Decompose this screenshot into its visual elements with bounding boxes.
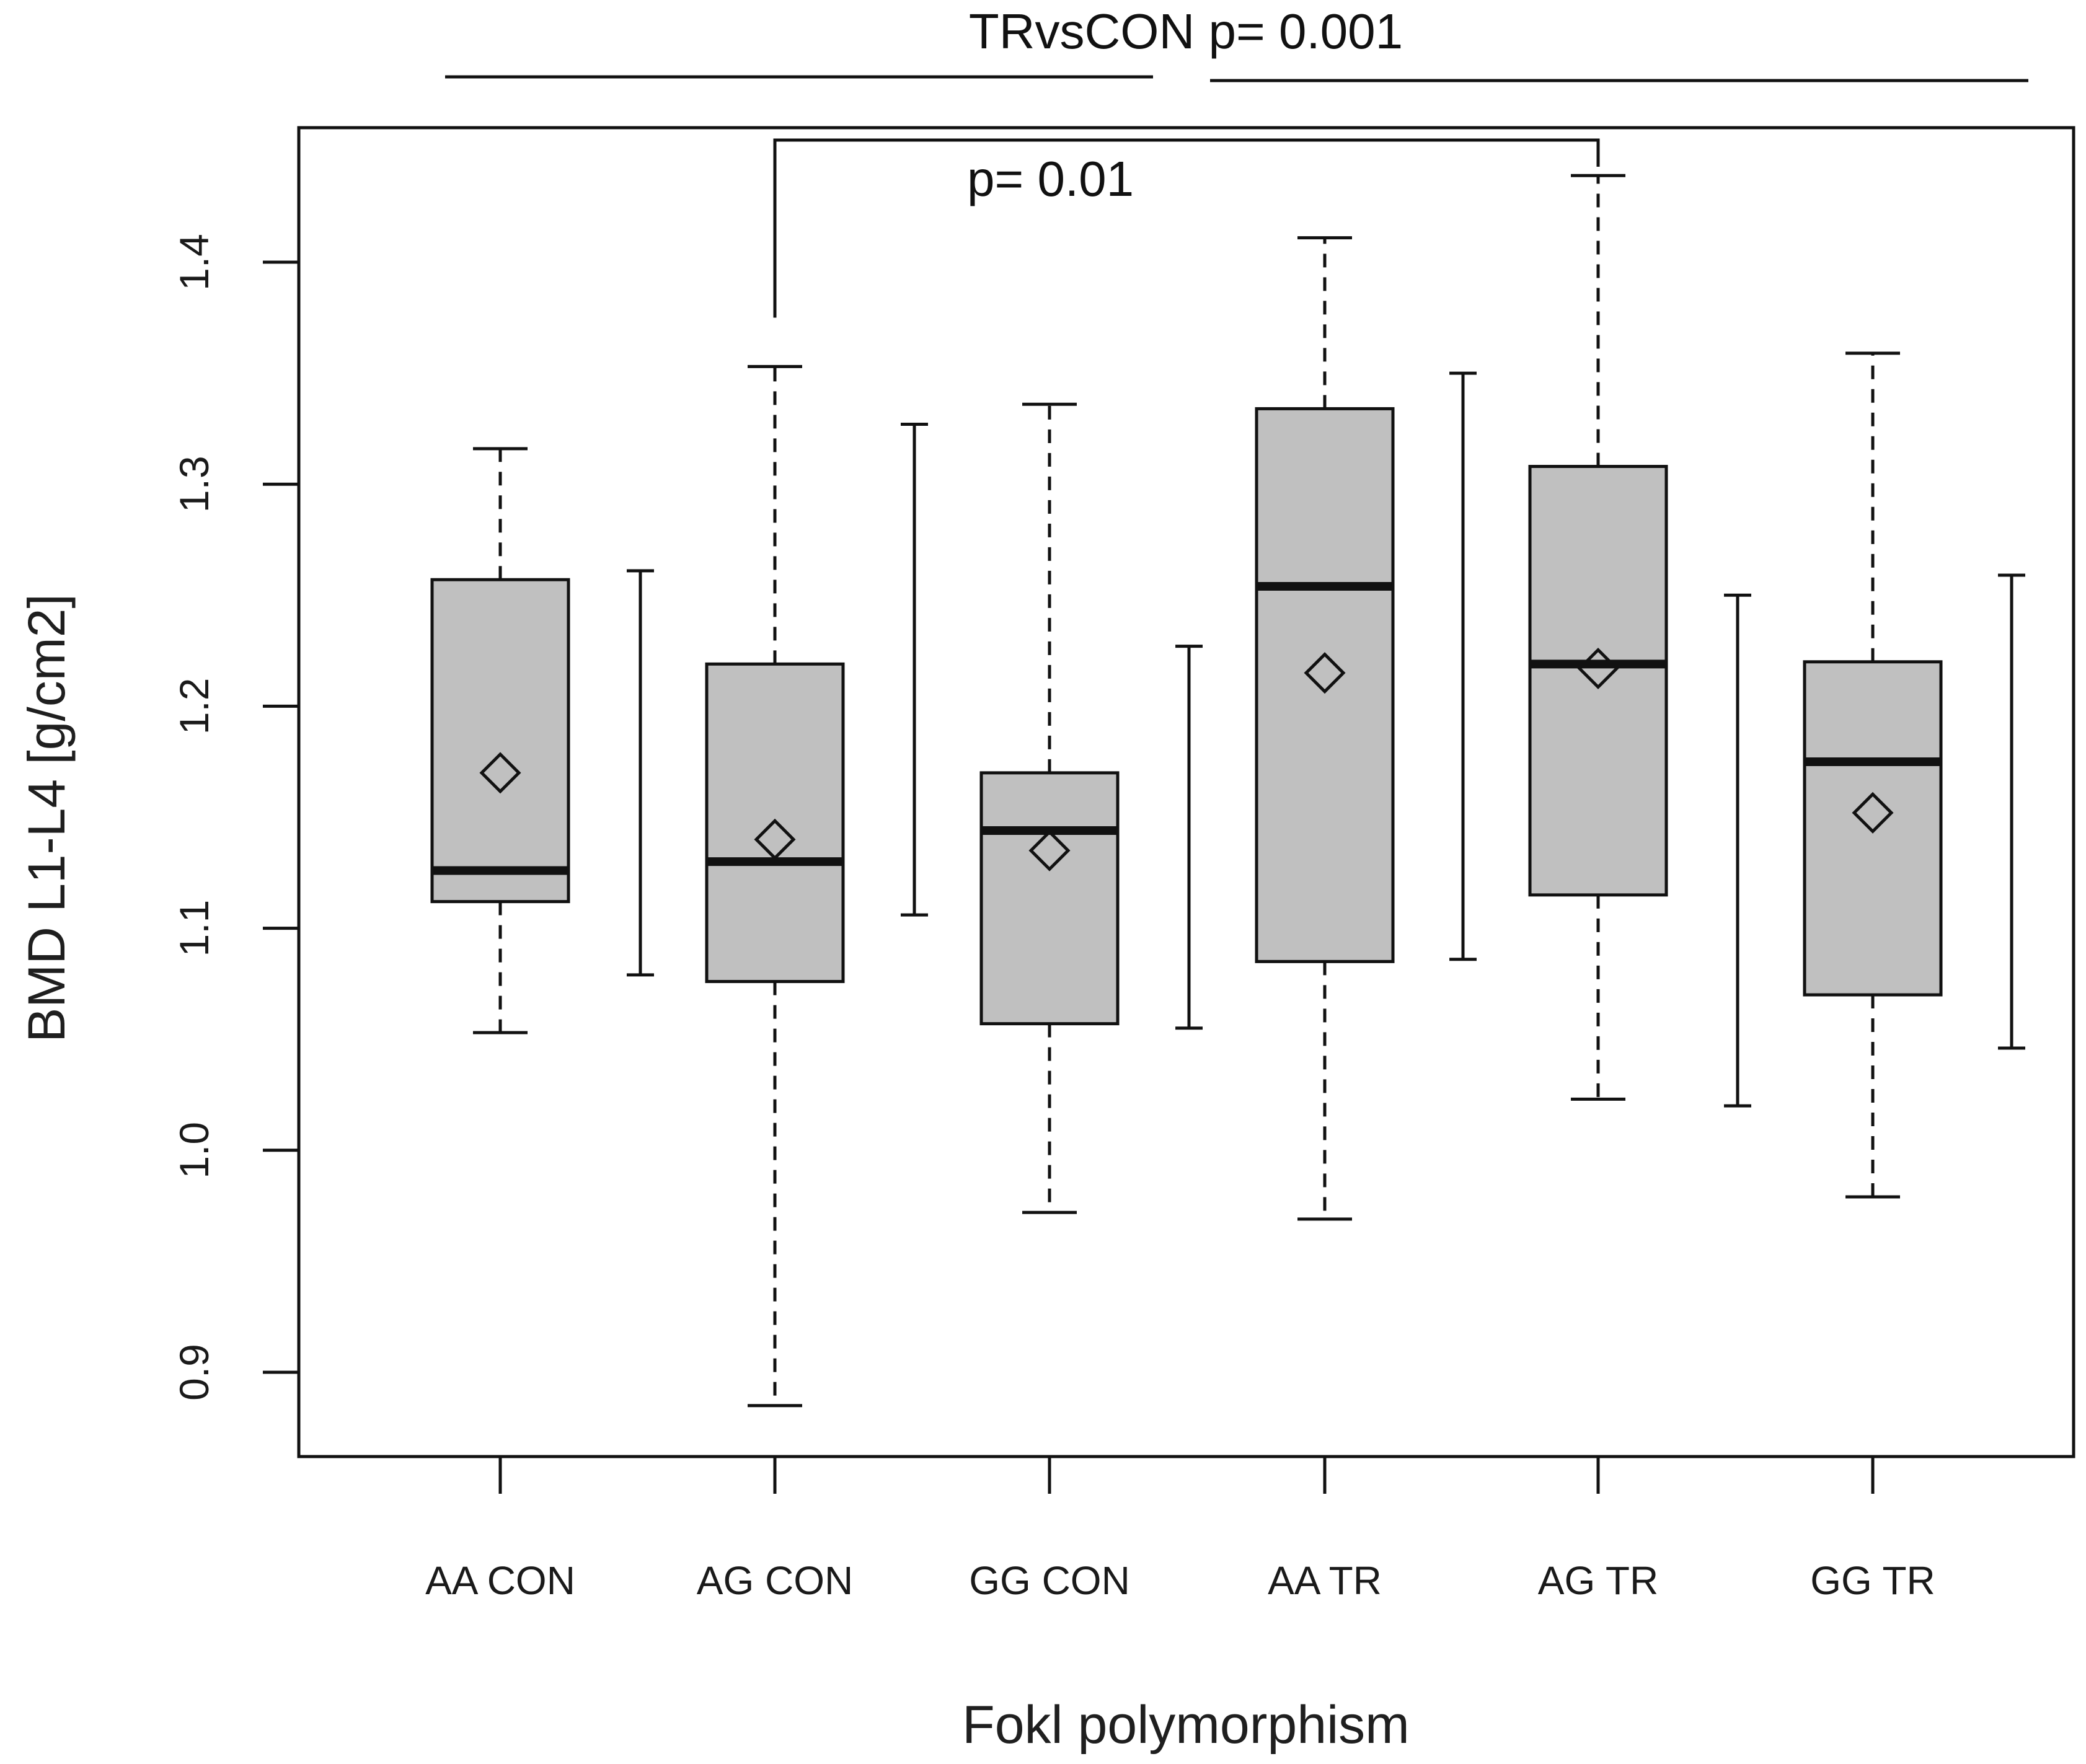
x-tick-label: AA CON: [425, 1558, 575, 1603]
iqr-box: [1257, 408, 1393, 961]
x-tick-label: AA TR: [1268, 1558, 1382, 1603]
y-tick-label: 1.2: [171, 678, 217, 735]
y-tick-label: 1.0: [171, 1122, 217, 1179]
pairwise-pvalue-annotation: p= 0.01: [967, 151, 1134, 206]
y-tick-label: 0.9: [171, 1344, 217, 1401]
x-tick-label: AG TR: [1538, 1558, 1658, 1603]
x-tick-label: GG CON: [969, 1558, 1130, 1603]
iqr-box: [1805, 662, 1941, 995]
x-tick-label: GG TR: [1810, 1558, 1935, 1603]
iqr-box: [432, 580, 568, 901]
group-test-annotation: TRvsCON p= 0.001: [969, 4, 1403, 59]
iqr-box: [1530, 467, 1666, 895]
iqr-box: [981, 773, 1118, 1024]
chart-root: 0.9 1.0 1.1 1.2 1.3 1.4 AA CON AG CON GG CON AA T…: [0, 0, 2086, 1764]
y-tick-label: 1.3: [171, 456, 217, 513]
x-tick-label: AG CON: [697, 1558, 853, 1603]
y-tick-label: 1.4: [171, 234, 217, 291]
y-tick-label: 1.1: [171, 900, 217, 957]
boxplot-chart: 0.9 1.0 1.1 1.2 1.3 1.4 AA CON AG CON GG CON AA T…: [0, 0, 2086, 1764]
x-axis-label: Fokl polymorphism: [962, 1695, 1410, 1755]
y-axis-label: BMD L1-L4 [g/cm2]: [17, 594, 76, 1043]
